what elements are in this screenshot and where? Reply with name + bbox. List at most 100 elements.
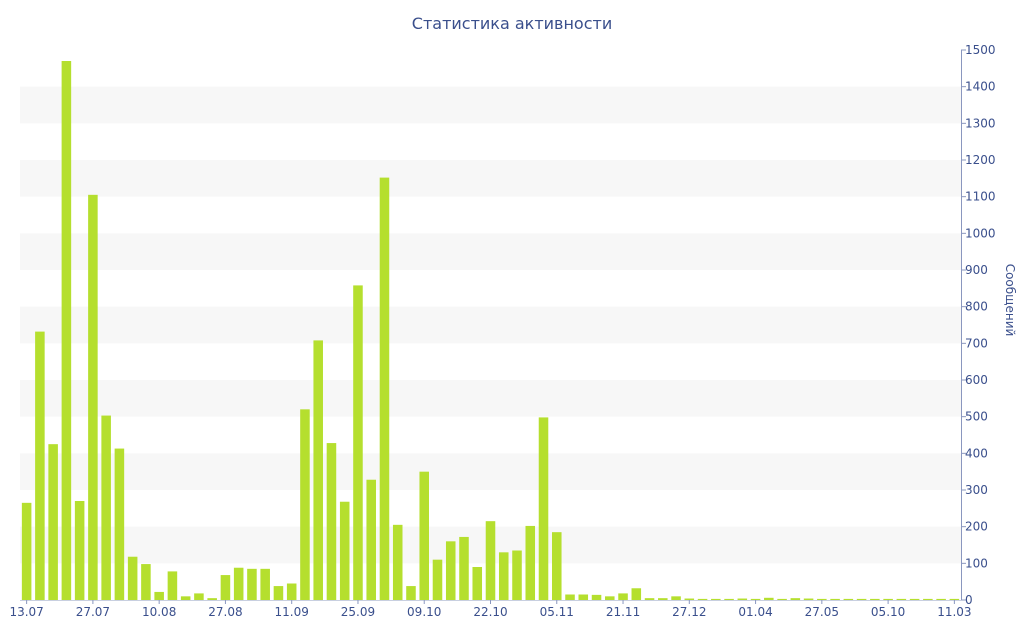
- y-axis-title: Сообщений: [1003, 264, 1017, 337]
- y-tick-label: 700: [965, 336, 988, 350]
- bar[interactable]: [551, 532, 562, 600]
- y-tick-label: 800: [965, 300, 988, 314]
- bar[interactable]: [724, 598, 734, 600]
- bar[interactable]: [790, 598, 801, 600]
- bar[interactable]: [949, 598, 960, 600]
- bar[interactable]: [658, 598, 668, 600]
- bar[interactable]: [220, 575, 231, 600]
- bar[interactable]: [671, 596, 681, 600]
- y-tick-label: 1300: [965, 116, 996, 130]
- bar[interactable]: [605, 596, 615, 600]
- bar[interactable]: [247, 568, 257, 600]
- grid-band: [20, 160, 961, 197]
- bar[interactable]: [35, 331, 45, 600]
- bar[interactable]: [936, 598, 946, 600]
- bar[interactable]: [88, 194, 98, 601]
- bar[interactable]: [737, 598, 748, 600]
- x-tick-label: 27.08: [208, 605, 242, 619]
- y-tick-label: 1100: [965, 190, 996, 204]
- bars: [21, 61, 960, 601]
- bar[interactable]: [843, 598, 854, 600]
- bar[interactable]: [141, 564, 151, 600]
- bar[interactable]: [180, 596, 191, 600]
- bar[interactable]: [392, 524, 403, 600]
- bar[interactable]: [870, 598, 880, 600]
- bar[interactable]: [684, 598, 695, 600]
- bar[interactable]: [631, 588, 642, 600]
- x-tick-label: 13.07: [9, 605, 43, 619]
- bar[interactable]: [194, 593, 204, 600]
- bar[interactable]: [366, 479, 376, 600]
- bar[interactable]: [154, 591, 164, 600]
- bar[interactable]: [764, 597, 774, 600]
- bar[interactable]: [233, 567, 244, 600]
- bar[interactable]: [207, 598, 217, 600]
- bar[interactable]: [591, 594, 602, 600]
- y-tick-label: 1400: [965, 80, 996, 94]
- bar[interactable]: [61, 61, 72, 600]
- y-tick-label: 1200: [965, 153, 996, 167]
- x-tick-label: 09.10: [407, 605, 441, 619]
- bar[interactable]: [472, 567, 483, 600]
- bar[interactable]: [167, 571, 178, 600]
- bar[interactable]: [618, 593, 628, 600]
- bar[interactable]: [127, 556, 138, 600]
- x-tick-label: 25.09: [341, 605, 375, 619]
- y-tick-label: 1000: [965, 226, 996, 240]
- bar[interactable]: [538, 417, 549, 600]
- bar[interactable]: [711, 598, 721, 600]
- bar[interactable]: [750, 598, 761, 600]
- grid-band: [20, 233, 961, 270]
- bar[interactable]: [830, 598, 840, 600]
- bar[interactable]: [21, 502, 32, 600]
- x-tick-label: 27.05: [805, 605, 839, 619]
- y-tick-label: 300: [965, 483, 988, 497]
- bar[interactable]: [313, 340, 323, 600]
- bar[interactable]: [909, 598, 920, 600]
- bar[interactable]: [326, 443, 337, 600]
- bar[interactable]: [48, 444, 58, 600]
- bar[interactable]: [777, 598, 787, 600]
- bar[interactable]: [644, 598, 655, 600]
- bar[interactable]: [883, 598, 893, 600]
- x-tick-label: 10.08: [142, 605, 176, 619]
- bar[interactable]: [406, 586, 416, 600]
- bar[interactable]: [300, 409, 310, 600]
- bar[interactable]: [286, 583, 297, 601]
- bar[interactable]: [856, 598, 867, 600]
- bar[interactable]: [697, 598, 708, 600]
- bar[interactable]: [379, 177, 390, 600]
- bar[interactable]: [512, 550, 522, 601]
- x-tick-label: 01.04: [738, 605, 772, 619]
- bar[interactable]: [339, 501, 350, 600]
- x-tick-label: 11.09: [275, 605, 309, 619]
- bar[interactable]: [260, 568, 270, 600]
- y-tick-label: 100: [965, 556, 988, 570]
- bar[interactable]: [419, 471, 430, 600]
- bar[interactable]: [896, 598, 907, 600]
- y-tick-label: 1500: [965, 43, 996, 57]
- bar[interactable]: [273, 586, 284, 600]
- bar[interactable]: [817, 598, 827, 600]
- bar[interactable]: [923, 598, 933, 600]
- bar[interactable]: [459, 536, 469, 600]
- bar[interactable]: [498, 552, 509, 600]
- bar[interactable]: [485, 521, 496, 600]
- axes: 0 100 200 300 400 500 600 700 800 900 1000 1100 1200…: [9, 43, 1017, 619]
- bar[interactable]: [114, 448, 125, 600]
- x-tick-label: 11.03: [937, 605, 971, 619]
- bar[interactable]: [578, 594, 589, 601]
- bar[interactable]: [565, 594, 575, 601]
- x-tick-label: 05.10: [871, 605, 905, 619]
- bar[interactable]: [525, 525, 536, 600]
- grid-band: [20, 86, 961, 124]
- bar[interactable]: [353, 285, 363, 600]
- bar[interactable]: [101, 415, 111, 600]
- bar[interactable]: [432, 559, 443, 600]
- y-tick-label: 400: [965, 446, 988, 460]
- bar[interactable]: [74, 501, 85, 600]
- grid-band: [20, 380, 961, 417]
- bar[interactable]: [803, 598, 814, 600]
- bar[interactable]: [445, 541, 456, 600]
